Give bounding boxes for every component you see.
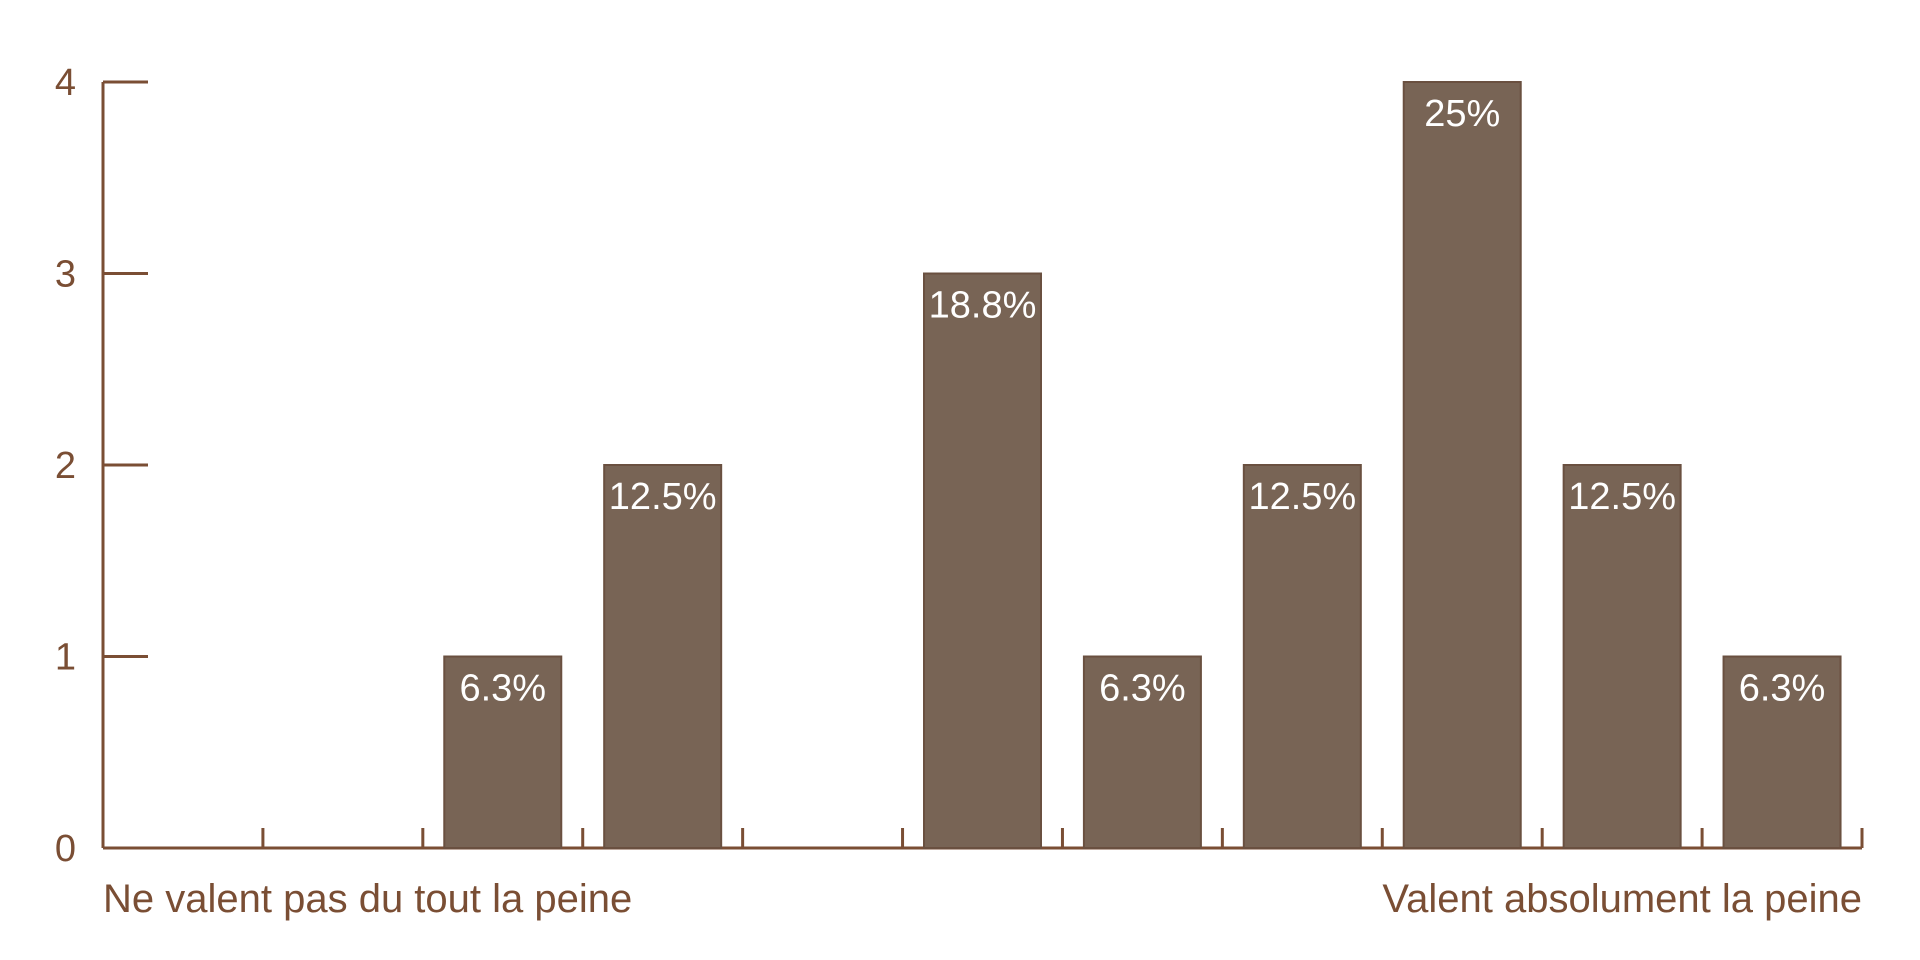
bar-data-label: 12.5%	[1568, 476, 1676, 518]
bar-data-label: 12.5%	[1248, 476, 1356, 518]
bar-data-label: 6.3%	[1739, 668, 1826, 710]
scale-left-label: Ne valent pas du tout la peine	[103, 877, 632, 921]
bar	[1242, 464, 1362, 849]
bar	[443, 655, 563, 849]
bars	[443, 81, 1842, 849]
bar	[603, 464, 723, 849]
bar-labels: 6.3% 12.5% 18.8% 6.3% 12.5% 25% 12.5% 6.3%	[459, 93, 1825, 710]
y-tick-label: 0	[55, 828, 76, 870]
scale-right-label: Valent absolument la peine	[1382, 877, 1862, 921]
y-axis: 0 1 2 3 4	[55, 62, 148, 870]
y-tick-label: 2	[55, 445, 76, 487]
bar-data-label: 25%	[1424, 93, 1500, 135]
y-tick-label: 3	[55, 254, 76, 296]
bar-data-label: 18.8%	[929, 285, 1037, 327]
bar	[1082, 655, 1202, 849]
bar-data-label: 6.3%	[1099, 668, 1186, 710]
bar	[1722, 655, 1842, 849]
bar	[1562, 464, 1682, 849]
bar-data-label: 12.5%	[609, 476, 717, 518]
y-tick-label: 4	[55, 62, 76, 104]
y-tick-label: 1	[55, 637, 76, 679]
bar	[1402, 81, 1522, 849]
bar-data-label: 6.3%	[459, 668, 546, 710]
bar	[923, 272, 1042, 849]
